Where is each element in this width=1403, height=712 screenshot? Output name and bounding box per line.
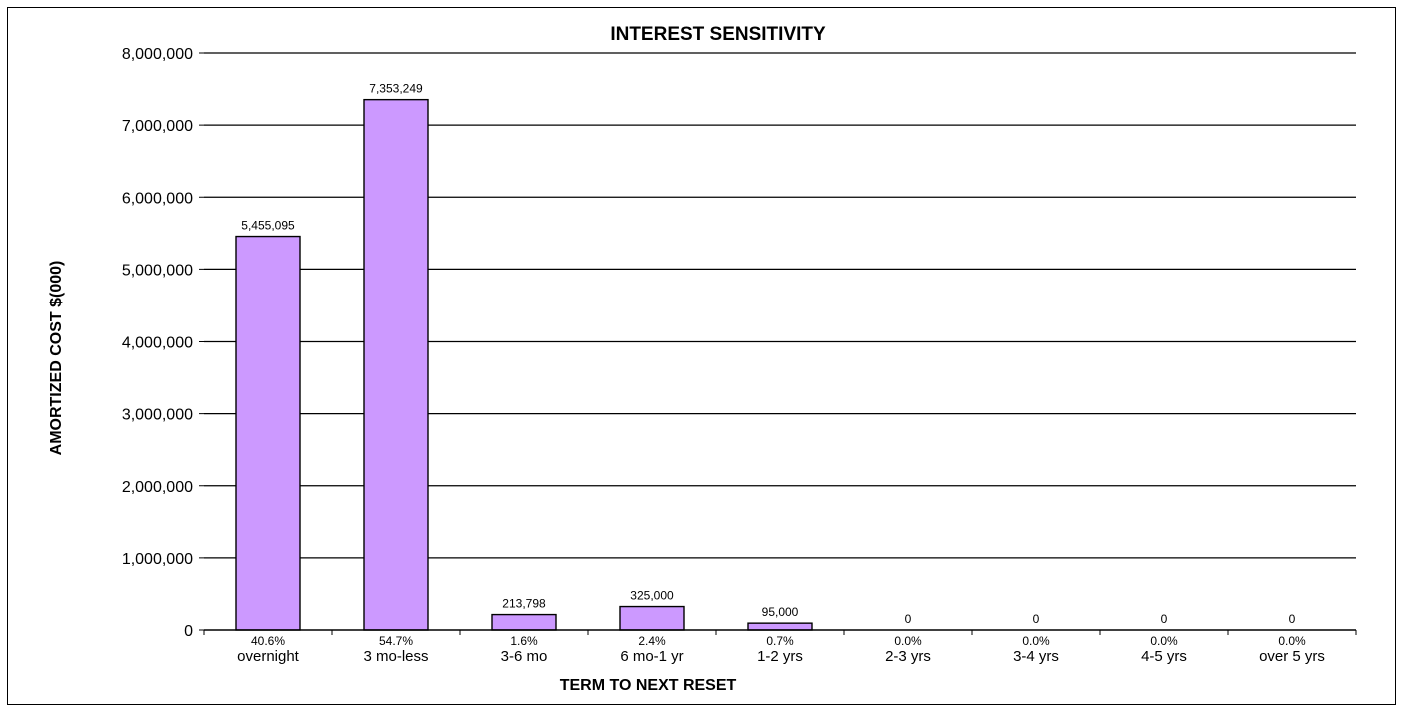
x-axis xyxy=(203,629,1357,635)
y-tick-label: 5,000,000 xyxy=(122,262,193,279)
y-tick-label: 2,000,000 xyxy=(122,479,193,496)
labels: 5,455,095 7,353,249 213,798 325,000 95,000 0 0… xyxy=(237,82,1325,665)
x-percent-label: 0.0% xyxy=(1278,634,1306,648)
x-category-label: over 5 yrs xyxy=(1259,648,1325,665)
y-tick-label: 4,000,000 xyxy=(122,335,193,352)
x-category-label: 2-3 yrs xyxy=(885,648,931,665)
x-percent-label: 1.6% xyxy=(510,634,538,648)
bar xyxy=(363,98,429,631)
bar-chart: INTEREST SENSITIVITY AMORTIZED COST $(00… xyxy=(48,24,1357,694)
x-percent-label: 0.7% xyxy=(766,634,794,648)
y-tick-label: 1,000,000 xyxy=(122,551,193,568)
bar xyxy=(235,235,301,631)
x-category-label: 3-6 mo xyxy=(501,648,548,665)
x-category-label: 3-4 yrs xyxy=(1013,648,1059,665)
data-label: 7,353,249 xyxy=(369,82,423,96)
y-tick-label: 3,000,000 xyxy=(122,407,193,424)
x-axis-title: TERM TO NEXT RESET xyxy=(560,677,737,694)
y-tick-label: 8,000,000 xyxy=(122,46,193,63)
y-axis-title: AMORTIZED COST $(000) xyxy=(48,261,65,456)
data-label: 5,455,095 xyxy=(241,219,295,233)
data-label: 325,000 xyxy=(630,589,674,603)
data-label: 0 xyxy=(1161,612,1168,626)
data-label: 0 xyxy=(1289,612,1296,626)
x-percent-label: 0.0% xyxy=(1022,634,1050,648)
chart-frame: INTEREST SENSITIVITY AMORTIZED COST $(00… xyxy=(7,7,1396,705)
x-percent-label: 2.4% xyxy=(638,634,666,648)
y-axis-ticks: 0 1,000,000 2,000,000 3,000,000 4,000,000 5,0… xyxy=(122,46,204,640)
data-label: 0 xyxy=(905,612,912,626)
bars xyxy=(235,98,813,631)
x-category-label: 1-2 yrs xyxy=(757,648,803,665)
x-percent-label: 54.7% xyxy=(379,634,413,648)
y-tick-label: 6,000,000 xyxy=(122,190,193,207)
x-category-label: 4-5 yrs xyxy=(1141,648,1187,665)
bar xyxy=(491,613,557,631)
x-percent-label: 0.0% xyxy=(894,634,922,648)
data-label: 213,798 xyxy=(502,597,546,611)
bar xyxy=(619,605,685,631)
y-tick-label: 0 xyxy=(184,623,193,640)
x-percent-label: 40.6% xyxy=(251,634,285,648)
x-category-label: 6 mo-1 yr xyxy=(620,648,683,665)
chart-title: INTEREST SENSITIVITY xyxy=(610,24,826,45)
x-category-label: 3 mo-less xyxy=(363,648,428,665)
x-percent-label: 0.0% xyxy=(1150,634,1178,648)
y-tick-label: 7,000,000 xyxy=(122,118,193,135)
data-label: 95,000 xyxy=(762,605,799,619)
bar xyxy=(747,622,813,631)
data-label: 0 xyxy=(1033,612,1040,626)
x-category-label: overnight xyxy=(237,648,300,665)
